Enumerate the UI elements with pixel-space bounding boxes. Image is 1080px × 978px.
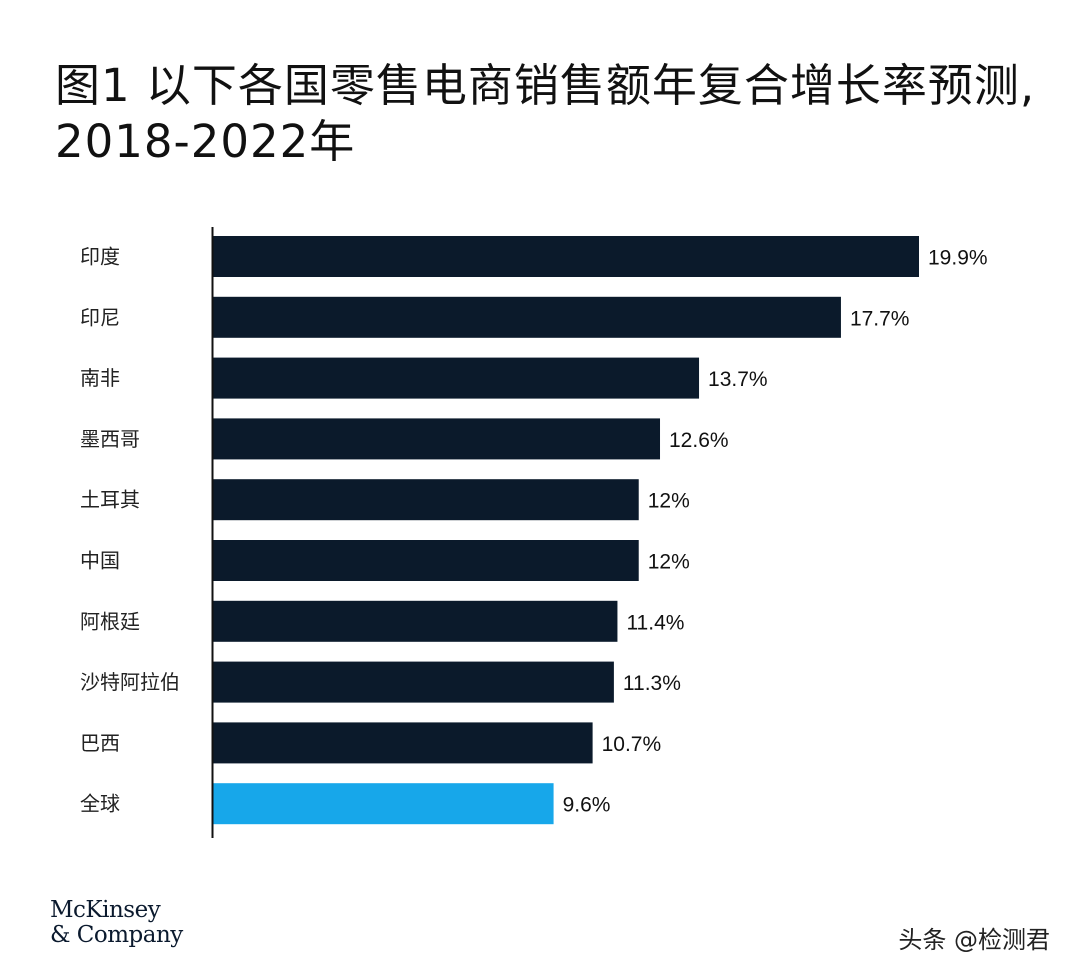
bar	[213, 540, 639, 581]
category-label: 中国	[80, 549, 120, 573]
category-label: 土耳其	[80, 488, 140, 512]
bar	[213, 600, 618, 642]
value-label: 9.6%	[563, 794, 611, 817]
category-label: 全球	[80, 792, 120, 816]
category-label: 南非	[80, 366, 120, 390]
mckinsey-logo: McKinsey & Company	[50, 898, 183, 948]
value-label: 12.6%	[669, 429, 729, 452]
category-label: 墨西哥	[80, 427, 140, 451]
value-label: 19.9%	[928, 247, 988, 270]
value-label: 17.7%	[850, 307, 910, 330]
value-label: 12%	[648, 551, 690, 574]
bar	[213, 722, 593, 764]
bar	[213, 418, 661, 460]
category-label: 阿根廷	[80, 609, 140, 633]
bar	[213, 296, 841, 338]
bar	[213, 783, 554, 825]
category-label: 沙特阿拉伯	[80, 670, 180, 694]
bar	[213, 236, 919, 277]
value-label: 10.7%	[602, 733, 662, 756]
bar	[213, 357, 700, 399]
value-label: 13.7%	[708, 368, 768, 391]
bars-layer: 印度 19.9% 印尼 17.7% 南非 13.7% 墨西哥 12.6% 土耳其 12% 中国 12%…	[80, 236, 988, 825]
value-label: 11.3%	[623, 672, 681, 695]
bar	[213, 661, 614, 703]
watermark: 头条 @检测君	[898, 926, 1050, 954]
bar	[213, 479, 639, 521]
value-label: 12%	[648, 490, 690, 513]
logo-line-2: & Company	[50, 922, 183, 948]
logo-line-1: McKinsey	[50, 897, 161, 923]
category-label: 巴西	[80, 731, 120, 755]
chart-title: 图1 以下各国零售电商销售额年复合增长率预测, 2018-2022年	[55, 59, 1036, 168]
value-label: 11.4%	[626, 611, 684, 634]
category-label: 印度	[80, 245, 120, 269]
category-label: 印尼	[80, 305, 120, 329]
